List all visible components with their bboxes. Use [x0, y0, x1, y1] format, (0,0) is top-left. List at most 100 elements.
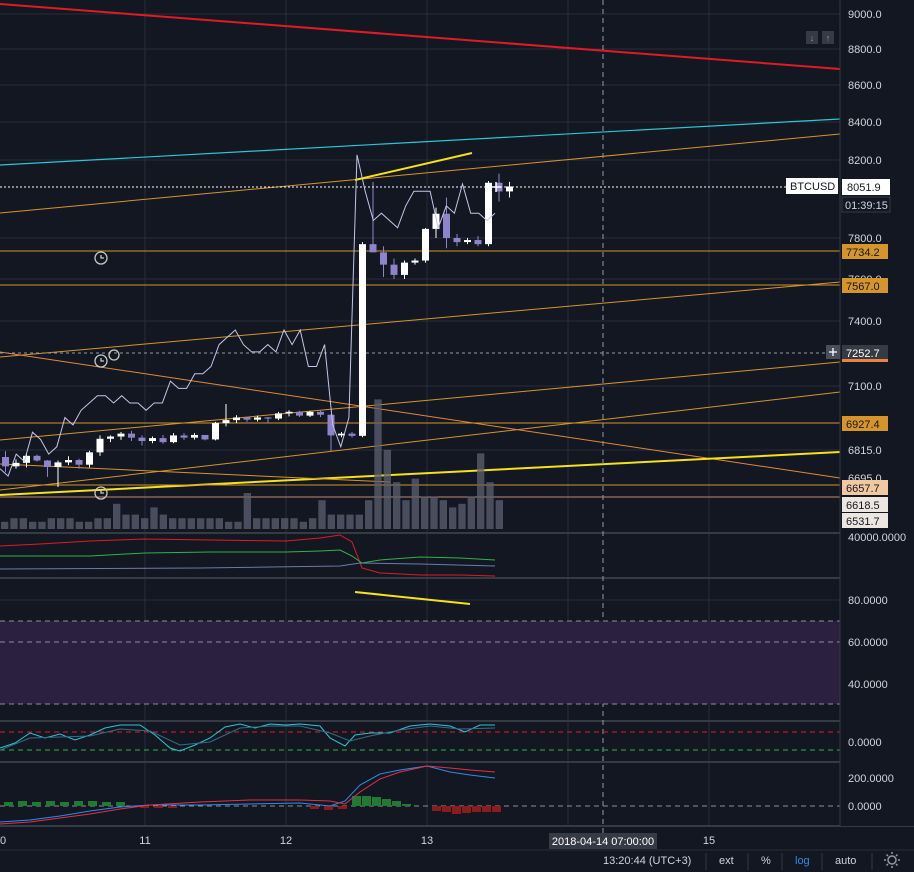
- volume-bar: [1, 521, 9, 529]
- candle: [170, 433, 177, 444]
- price-tick: 8400.0: [848, 117, 882, 129]
- macd-pane: [0, 765, 840, 825]
- osc-tick-dmi: 40000.0000: [848, 532, 906, 544]
- volume-bar: [421, 496, 429, 529]
- candle: [317, 410, 324, 417]
- volume-bar: [197, 518, 205, 529]
- volume-bar: [309, 518, 317, 529]
- candle: [369, 181, 377, 253]
- candle: [212, 421, 219, 441]
- osc-tick-stoch: 0.0000: [848, 737, 882, 749]
- volume-bar: [486, 482, 494, 529]
- candle: [96, 435, 104, 456]
- volume-bar: [122, 514, 130, 529]
- price-axis[interactable]: [840, 0, 914, 826]
- log-toggle[interactable]: log: [795, 855, 810, 867]
- price-tick: 7800.0: [848, 233, 882, 245]
- crosshair-cursor: [491, 182, 501, 192]
- candle: [191, 433, 198, 440]
- price-markers: 7734.2 7567.0 6927.4 6657.7 6618.5 6531.…: [786, 178, 906, 813]
- rsi-divergence-line: [354, 591, 471, 605]
- candle: [348, 432, 356, 438]
- volume-bar: [57, 518, 65, 529]
- candle: [338, 432, 345, 438]
- clock-icon[interactable]: [94, 486, 108, 500]
- bottom-toolbar: 13:20:44 (UTC+3) ext % log auto: [0, 849, 914, 870]
- last-price-value: 8051.9: [847, 182, 881, 194]
- volume-bar: [75, 521, 83, 529]
- candle: [327, 414, 335, 452]
- candle: [117, 432, 125, 440]
- volume-bar: [365, 500, 373, 529]
- volume-bar: [393, 482, 401, 529]
- osc-tick-macd: 0.0000: [848, 801, 882, 813]
- price-tick: 8800.0: [848, 44, 882, 56]
- time-tick: 13: [421, 835, 433, 847]
- volume-bar: [290, 518, 298, 529]
- pane-collapse-buttons[interactable]: ↓ ↑: [806, 31, 834, 44]
- volume-bar: [38, 521, 46, 529]
- svg-text:↑: ↑: [826, 33, 831, 43]
- volume-bar: [66, 518, 74, 529]
- price-tick: 8200.0: [848, 155, 882, 167]
- candle: [411, 258, 419, 265]
- dmi-pane: [0, 534, 496, 577]
- volume-bar: [234, 521, 242, 529]
- candle: [506, 181, 513, 198]
- volume-bar: [206, 518, 214, 529]
- add-alert-button[interactable]: [826, 345, 840, 359]
- volume-bar: [85, 521, 93, 529]
- candle: [443, 197, 450, 249]
- candle: [296, 410, 303, 417]
- clock-display: 13:20:44 (UTC+3): [603, 855, 691, 867]
- ext-toggle[interactable]: ext: [719, 855, 734, 867]
- crosshair-price: 7252.7: [846, 348, 880, 360]
- percent-toggle[interactable]: %: [761, 855, 771, 867]
- candle: [264, 416, 272, 424]
- volume-bar: [430, 496, 438, 529]
- volume-bar: [47, 518, 55, 529]
- rsi-pane: [0, 154, 840, 705]
- osc-tick-rsi: 80.0000: [848, 595, 888, 607]
- price-marker: 6531.7: [846, 516, 880, 528]
- gear-icon[interactable]: [884, 852, 900, 868]
- time-tick: 0: [0, 835, 6, 847]
- volume-bar: [243, 493, 251, 529]
- candle: [359, 242, 366, 438]
- auto-toggle[interactable]: auto: [835, 855, 856, 867]
- volume-bar: [178, 518, 186, 529]
- cursor-circle: [108, 349, 120, 361]
- candle: [222, 403, 230, 427]
- price-marker: 6657.7: [846, 483, 880, 495]
- volume-bar: [374, 399, 382, 529]
- volume-bar: [458, 503, 466, 529]
- svg-text:↓: ↓: [810, 33, 815, 43]
- candle: [285, 410, 293, 417]
- clock-icon[interactable]: [94, 251, 108, 265]
- time-axis[interactable]: 0 11 12 13 15 2018-04-14 07:00:00: [0, 833, 715, 849]
- candle: [86, 450, 93, 468]
- candle: [33, 454, 41, 462]
- price-tick: 7400.0: [848, 316, 882, 328]
- candle: [201, 434, 209, 441]
- price-marker: 7567.0: [846, 281, 880, 293]
- volume-bars: [1, 399, 503, 529]
- candle: [275, 411, 282, 421]
- volume-bar: [467, 496, 475, 529]
- volume-bar: [411, 478, 419, 529]
- volume-bar: [19, 518, 27, 529]
- candle: [390, 258, 398, 279]
- volume-bar: [346, 514, 354, 529]
- candle: [464, 238, 471, 245]
- candle: [453, 233, 461, 247]
- candle: [432, 207, 440, 238]
- candle: [474, 235, 482, 247]
- candle: [254, 415, 261, 422]
- clock-icon[interactable]: [94, 354, 108, 368]
- candles: [2, 173, 513, 488]
- volume-bar: [477, 453, 485, 529]
- volume-bar: [449, 507, 457, 529]
- candle: [75, 458, 83, 469]
- candle: [23, 453, 30, 468]
